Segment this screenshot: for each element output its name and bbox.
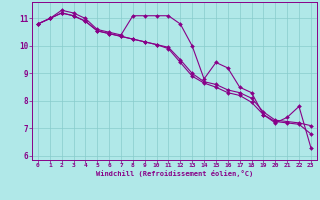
X-axis label: Windchill (Refroidissement éolien,°C): Windchill (Refroidissement éolien,°C) [96,170,253,177]
